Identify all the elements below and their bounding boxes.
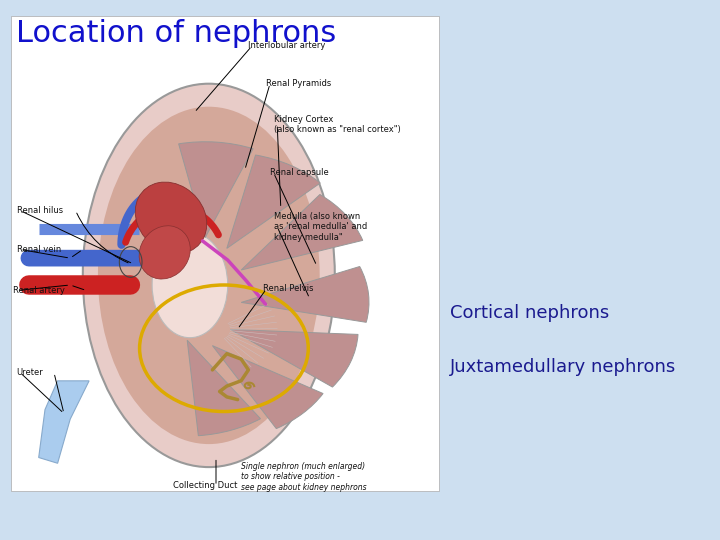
Text: Renal Pyramids: Renal Pyramids <box>266 79 332 88</box>
Text: Single nephron (much enlarged)
to show relative position -
see page about kidney: Single nephron (much enlarged) to show r… <box>241 462 366 491</box>
Wedge shape <box>241 194 363 270</box>
Text: Renal artery: Renal artery <box>13 286 65 295</box>
Wedge shape <box>179 142 253 238</box>
Wedge shape <box>230 329 358 387</box>
Ellipse shape <box>152 232 228 338</box>
Text: Location of nephrons: Location of nephrons <box>16 19 336 48</box>
Text: Renal Pelvis: Renal Pelvis <box>263 285 313 293</box>
Text: Collecting Duct: Collecting Duct <box>173 482 237 490</box>
Polygon shape <box>39 381 89 463</box>
Text: Interlobular artery: Interlobular artery <box>248 42 325 50</box>
Text: Renal hilus: Renal hilus <box>17 206 63 215</box>
Wedge shape <box>227 155 320 248</box>
Wedge shape <box>241 267 369 322</box>
Ellipse shape <box>83 84 335 467</box>
Text: Juxtamedullary nephrons: Juxtamedullary nephrons <box>450 358 676 376</box>
Ellipse shape <box>139 226 190 279</box>
Text: Cortical nephrons: Cortical nephrons <box>450 304 609 322</box>
Text: Renal capsule: Renal capsule <box>270 168 329 177</box>
Wedge shape <box>187 340 261 436</box>
Ellipse shape <box>135 182 207 254</box>
Text: Ureter: Ureter <box>17 368 43 377</box>
Wedge shape <box>212 346 323 429</box>
Ellipse shape <box>98 107 320 444</box>
Text: Kidney Cortex
(also known as "renal cortex"): Kidney Cortex (also known as "renal cort… <box>274 114 400 134</box>
Text: Medulla (also known
as 'renal medulla' and
kidney medulla": Medulla (also known as 'renal medulla' a… <box>274 212 367 242</box>
Bar <box>11 16 439 491</box>
Text: Renal vein: Renal vein <box>17 245 60 254</box>
